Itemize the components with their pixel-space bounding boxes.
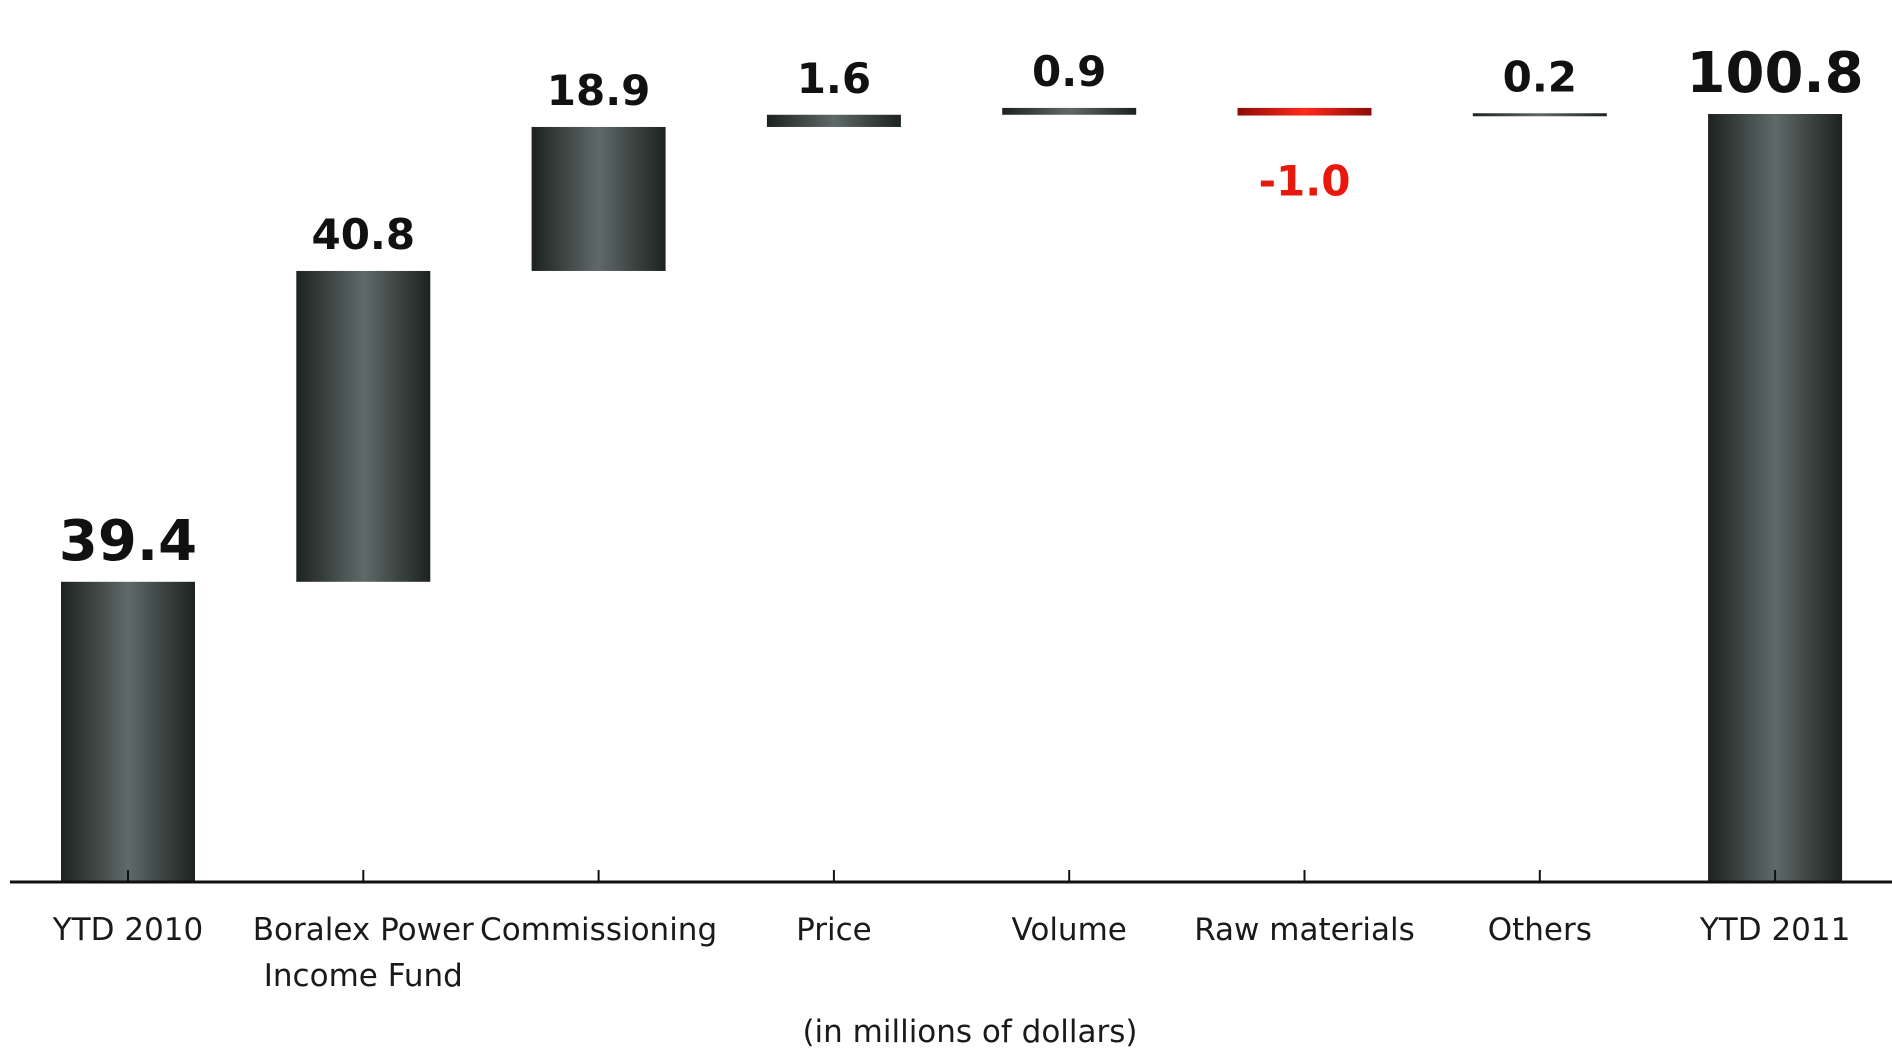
value-label: -1.0 [1259, 157, 1351, 206]
category-labels-layer: YTD 2010 Boralex Power Income FundCommissi… [52, 912, 1851, 994]
value-label: 40.8 [311, 210, 415, 259]
bar-commissioning [531, 126, 666, 271]
bar-boralex-power-income-fund [296, 270, 431, 582]
bar-ytd-2011 [1708, 114, 1843, 882]
bar-ytd-2010 [61, 581, 195, 882]
category-label: YTD 2011 [1699, 912, 1851, 948]
value-label: 18.9 [547, 66, 651, 115]
value-label: 0.2 [1503, 52, 1577, 101]
value-label: 39.4 [59, 509, 197, 574]
x-axis-ticks [127, 870, 1777, 882]
x-axis-title: (in millions of dollars) [802, 1014, 1137, 1050]
category-label: Volume [1012, 912, 1127, 948]
bar-raw-materials [1237, 107, 1372, 116]
bar-price [766, 114, 901, 127]
category-label: Others [1488, 912, 1592, 948]
category-label: YTD 2010 [52, 912, 204, 948]
value-label: 100.8 [1687, 41, 1864, 106]
bar-volume [1002, 107, 1137, 115]
category-label: Commissioning [480, 912, 717, 948]
category-label: Price [796, 912, 872, 948]
value-labels-layer: 39.4 40.8 18.9 1.6 0.9 -1.0 0.2 100.8 [59, 41, 1864, 574]
bars-layer [61, 107, 1843, 882]
value-label: 1.6 [797, 54, 871, 103]
bar-others [1472, 113, 1607, 117]
category-label: Boralex Power Income Fund [253, 912, 474, 994]
category-label: Raw materials [1194, 912, 1415, 948]
value-label: 0.9 [1032, 47, 1106, 96]
